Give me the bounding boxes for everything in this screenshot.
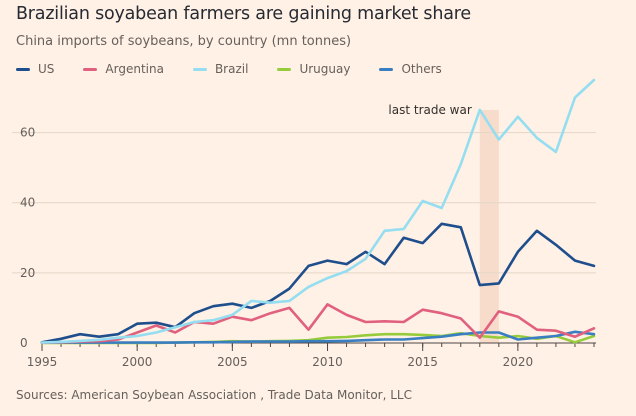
legend-item-brazil: Brazil bbox=[192, 62, 249, 76]
x-tick-label: 2020 bbox=[503, 355, 534, 369]
gridlines bbox=[12, 132, 596, 274]
legend-item-others: Others bbox=[379, 62, 442, 76]
chart-title: Brazilian soyabean farmers are gaining m… bbox=[16, 4, 471, 24]
legend-label-brazil: Brazil bbox=[214, 62, 249, 76]
legend-swatch-us bbox=[16, 67, 30, 71]
y-tick-label: 60 bbox=[20, 126, 35, 140]
x-axis: 1995 2000 2005 2010 2015 2020 bbox=[27, 342, 596, 369]
legend-label-us: US bbox=[38, 62, 55, 76]
series-line-brazil bbox=[40, 78, 596, 344]
legend-item-us: US bbox=[16, 62, 54, 76]
series-lines bbox=[40, 78, 596, 345]
series-line-us bbox=[40, 222, 596, 344]
legend-swatch-argentina bbox=[83, 67, 98, 71]
legend-item-uruguay: Uruguay bbox=[277, 62, 350, 76]
chart-subtitle: China imports of soybeans, by country (m… bbox=[16, 34, 352, 49]
y-axis-ticks: 0 20 40 60 bbox=[20, 126, 35, 350]
source-note: Sources: American Soybean Association , … bbox=[16, 388, 412, 402]
legend-label-argentina: Argentina bbox=[105, 62, 164, 76]
legend-swatch-uruguay bbox=[277, 67, 292, 71]
legend-swatch-others bbox=[379, 67, 394, 71]
y-tick-label: 40 bbox=[20, 196, 35, 210]
x-tick-label: 2010 bbox=[312, 355, 343, 369]
annotation-band bbox=[479, 110, 499, 343]
series-line-others bbox=[40, 330, 596, 344]
legend: US Argentina Brazil Uruguay Others bbox=[16, 61, 471, 77]
annotations: last trade war bbox=[388, 103, 471, 117]
legend-label-uruguay: Uruguay bbox=[299, 62, 351, 76]
legend-swatch-brazil bbox=[192, 67, 207, 71]
x-tick-label: 2005 bbox=[217, 355, 248, 369]
x-tick-label: 2015 bbox=[407, 355, 438, 369]
y-tick-label: 20 bbox=[20, 266, 35, 280]
x-tick-label: 2000 bbox=[122, 355, 153, 369]
legend-label-others: Others bbox=[401, 62, 442, 76]
legend-item-argentina: Argentina bbox=[83, 62, 164, 76]
y-tick-label: 0 bbox=[20, 336, 28, 350]
annotation-label: last trade war bbox=[388, 103, 471, 117]
annotation-shading bbox=[479, 110, 499, 343]
x-tick-label: 1995 bbox=[27, 355, 58, 369]
series-line-argentina bbox=[40, 303, 596, 344]
